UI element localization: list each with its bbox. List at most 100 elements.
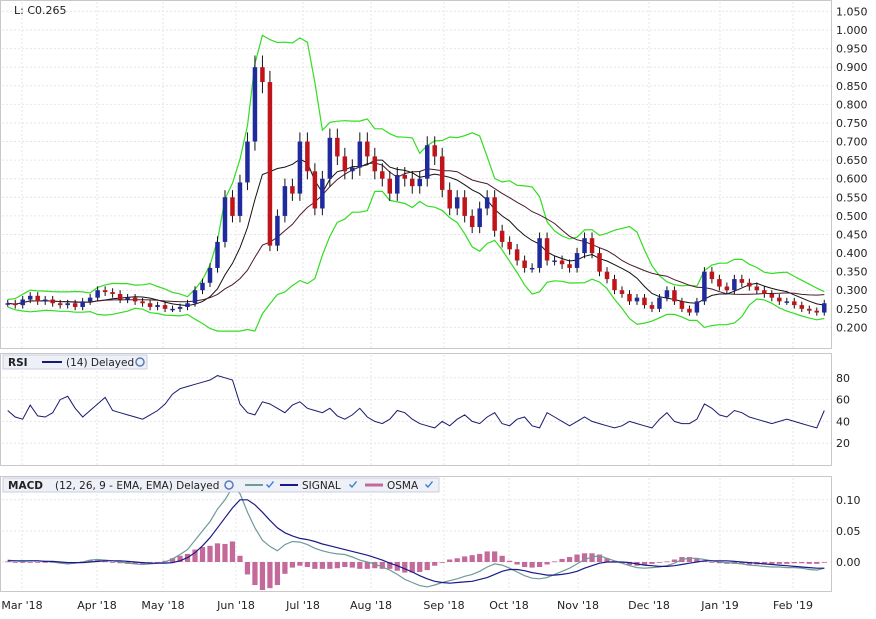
osma-bar [192, 549, 198, 562]
candle-body [320, 178, 325, 209]
osma-bar [102, 561, 108, 563]
osma-bar [364, 562, 370, 569]
x-tick-label: Jul '18 [285, 599, 320, 612]
osma-bar [229, 541, 236, 562]
candle-body [72, 303, 78, 307]
rsi-panel-frame [0, 353, 832, 466]
moving-average-long-line [7, 162, 825, 305]
checkbox-icon[interactable] [349, 481, 357, 488]
candle-body [492, 197, 497, 231]
candle-body [507, 241, 512, 250]
osma-bar [402, 562, 408, 573]
osma-bar [499, 555, 505, 562]
osma-bar [574, 554, 580, 562]
price-tick-label: 1.000 [836, 24, 868, 37]
price-tick-label: 0.350 [836, 266, 868, 279]
candle-body [634, 297, 640, 302]
candle-body [529, 267, 535, 270]
osma-bar [5, 561, 11, 563]
rsi-plot [7, 375, 825, 429]
candle-body [5, 303, 10, 305]
candle-body [170, 308, 175, 311]
checkbox-icon[interactable] [425, 481, 433, 488]
osma-bar [814, 562, 820, 564]
osma-bar [641, 562, 648, 566]
candle-body [395, 175, 400, 194]
candle-body [177, 306, 183, 309]
candle-body [215, 241, 220, 268]
x-tick-label: Jun '18 [216, 599, 255, 612]
osma-bar [12, 562, 18, 563]
osma-bar [274, 562, 281, 586]
x-tick-label: Aug '18 [350, 599, 392, 612]
osma-bar [334, 562, 340, 569]
price-tick-label: 0.250 [836, 303, 868, 316]
candle-body [147, 303, 153, 307]
osma-bar [147, 562, 153, 563]
moving-average-short-line [7, 158, 825, 307]
osma-bar [267, 562, 273, 589]
price-plot [5, 34, 827, 332]
candle-body [200, 282, 205, 291]
price-tick-label: 0.400 [836, 247, 868, 260]
candle-body [484, 197, 490, 209]
last-price-label: L: C0.265 [14, 4, 67, 17]
macd-tick-label: 0.00 [836, 556, 861, 569]
price-tick-label: 1.050 [836, 5, 868, 18]
settings-icon[interactable] [135, 357, 145, 367]
osma-bar [649, 562, 655, 564]
rsi-legend-box [2, 354, 148, 370]
candle-body [619, 290, 625, 294]
candle-body [477, 208, 482, 228]
osma-bar [109, 562, 116, 563]
candle-body [657, 297, 662, 309]
price-tick-label: 0.700 [836, 136, 868, 149]
candle-body [702, 271, 707, 302]
rsi-legend-label: RSI [8, 357, 28, 369]
price-panel-frame [0, 0, 832, 349]
osma-bar [626, 562, 633, 566]
candle-body [335, 137, 340, 157]
osma-bar [27, 562, 33, 563]
price-tick-label: 0.850 [836, 80, 868, 93]
candle-body [762, 290, 767, 294]
candle-body [582, 238, 587, 254]
x-tick-label: Oct '18 [489, 599, 529, 612]
osma-bar [439, 562, 445, 563]
osma-bar [87, 560, 93, 562]
osma-bar [199, 547, 206, 562]
candle-body [499, 230, 505, 242]
rsi-tick-label: 40 [836, 415, 850, 428]
osma-bar [551, 561, 558, 563]
price-tick-label: 0.200 [836, 321, 868, 334]
candle-body [544, 238, 550, 261]
candle-body [162, 305, 168, 309]
osma-bar [432, 562, 438, 566]
candle-body [245, 141, 250, 183]
osma-bar [357, 562, 363, 569]
osma-bar [237, 555, 243, 562]
candle-body [80, 301, 85, 307]
osma-bar [319, 562, 325, 569]
candle-body [387, 178, 393, 194]
osma-bar [304, 562, 311, 567]
macd-legend-params: (12, 26, 9 - EMA, EMA) Delayed [55, 480, 219, 492]
candle-body [604, 271, 610, 280]
osma-bar [424, 562, 430, 571]
checkbox-icon[interactable] [266, 481, 274, 488]
candle-body [687, 308, 692, 313]
candle-body [260, 67, 265, 83]
candle-body [87, 297, 93, 302]
candle-body [777, 297, 782, 302]
settings-icon[interactable] [224, 480, 234, 490]
candle-body [469, 215, 475, 228]
macd-legend[interactable]: MACD (12, 26, 9 - EMA, EMA) Delayed SIGN… [2, 477, 440, 493]
candle-body [95, 290, 100, 298]
rsi-legend[interactable]: RSI (14) Delayed [2, 354, 148, 370]
candle-body [305, 141, 310, 172]
rsi-tick-label: 60 [836, 394, 850, 407]
osma-bar [132, 562, 138, 564]
candle-body [552, 260, 557, 262]
candle-body [792, 301, 797, 306]
